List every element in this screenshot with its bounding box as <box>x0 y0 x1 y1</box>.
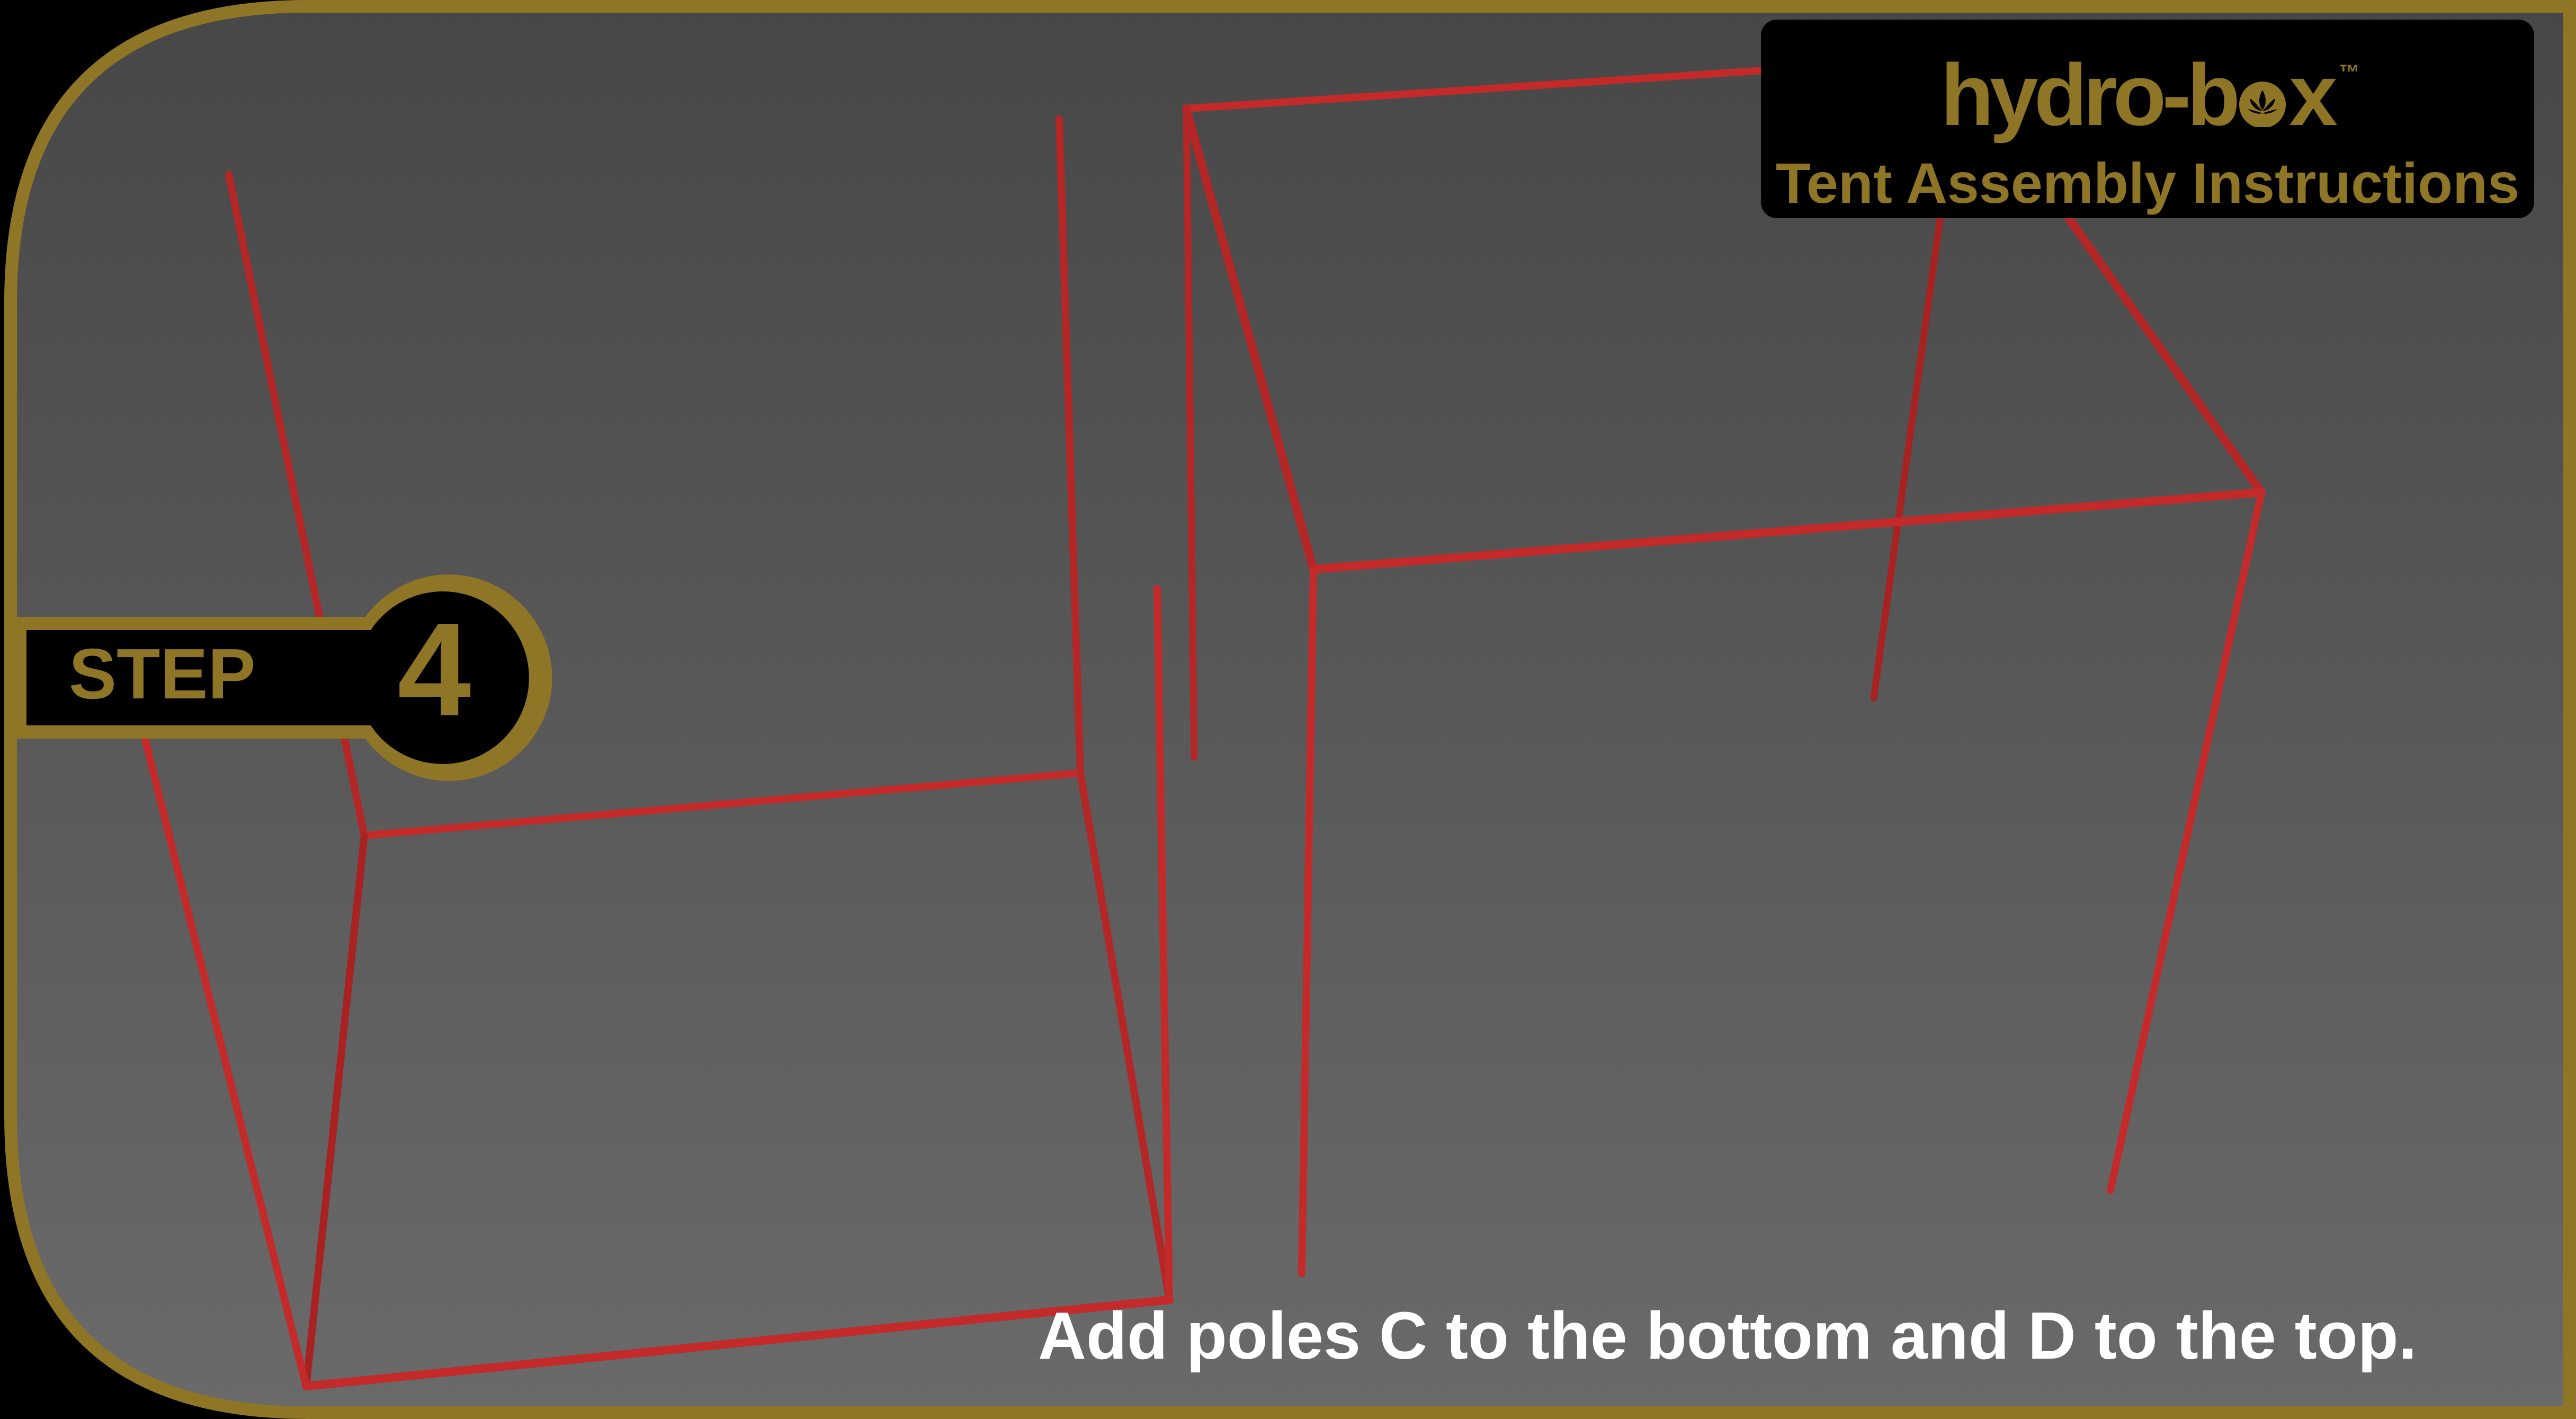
pole <box>302 832 368 1390</box>
left-frame <box>139 115 1174 1390</box>
pole <box>1183 105 1198 761</box>
pole <box>361 769 1084 839</box>
pole <box>2107 489 2265 1194</box>
brand-logo: hydro-b x ™ <box>1761 51 2534 139</box>
pole <box>1182 104 1318 573</box>
trademark: ™ <box>2338 61 2360 84</box>
pole <box>1183 67 1767 112</box>
brand-title: Tent Assembly Instructions <box>1775 151 2520 215</box>
logo-text-end: x <box>2289 46 2338 143</box>
frame-border <box>4 0 2576 1419</box>
pole <box>1056 115 1084 777</box>
pole <box>1077 769 1173 1304</box>
step-number: 4 <box>397 596 471 743</box>
lotus-icon <box>2236 74 2289 127</box>
pole <box>302 1296 1174 1390</box>
pole <box>2064 213 2266 497</box>
pole <box>1309 488 2266 573</box>
step-label: STEP <box>69 634 256 714</box>
pole <box>1870 208 1945 702</box>
pole-c-right <box>1153 585 1173 1304</box>
pole <box>1298 565 1317 1277</box>
pole <box>139 727 310 1390</box>
step-badge <box>11 574 552 781</box>
instruction-caption: Add poles C to the bottom and D to the t… <box>1038 1298 2417 1373</box>
logo-text: hydro-b <box>1940 46 2240 143</box>
right-frame <box>1182 67 2266 1277</box>
brand-panel: hydro-b x ™ Tent Assembly Instructions <box>1761 20 2534 218</box>
